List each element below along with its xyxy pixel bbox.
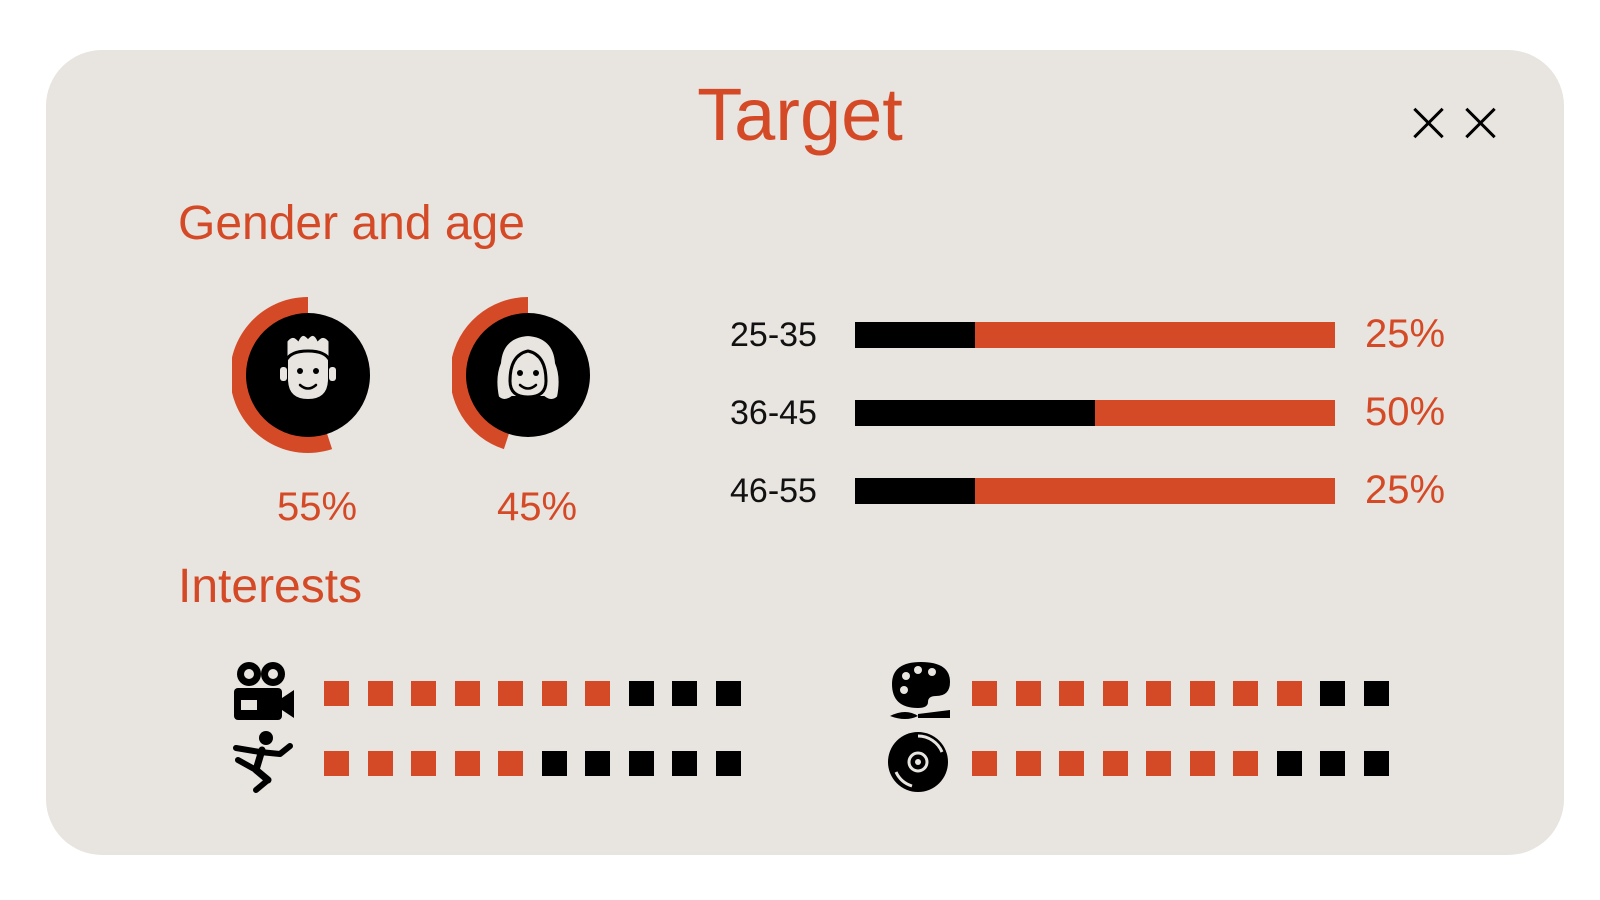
score-square-filled xyxy=(972,681,997,706)
age-bar xyxy=(855,322,1335,348)
female-share-arc xyxy=(452,297,528,450)
score-square-empty xyxy=(628,751,654,776)
score-square-filled xyxy=(411,681,436,706)
age-percent: 25% xyxy=(1365,468,1446,512)
age-label: 46-55 xyxy=(730,472,817,510)
age-row: 46-55 25% xyxy=(730,470,1490,510)
score-square-empty xyxy=(672,751,697,776)
gender-male: 55% xyxy=(232,297,382,537)
score-square-filled xyxy=(972,751,997,776)
interests-heading: Interests xyxy=(178,560,363,613)
female-percent: 45% xyxy=(496,485,578,529)
score-square-empty xyxy=(1320,751,1345,776)
score-square-filled xyxy=(1189,751,1215,776)
female-ring xyxy=(452,297,590,450)
male-face-icon xyxy=(280,332,336,402)
score-square-filled xyxy=(585,681,610,706)
score-square-filled xyxy=(1189,681,1215,706)
male-ring xyxy=(232,297,370,453)
score-square-filled xyxy=(1146,681,1171,706)
age-row: 36-45 50% xyxy=(730,392,1490,432)
age-bar xyxy=(855,478,1335,504)
male-percent: 55% xyxy=(276,485,358,529)
score-square-filled xyxy=(1102,751,1128,776)
age-percent: 50% xyxy=(1365,390,1446,434)
martial-arts-icon xyxy=(233,731,293,793)
age-label: 36-45 xyxy=(730,394,817,432)
score-square-filled xyxy=(498,681,523,706)
age-label: 25-35 xyxy=(730,316,817,354)
score-square-filled xyxy=(1146,751,1171,776)
score-square-empty xyxy=(541,751,567,776)
score-square-filled xyxy=(1233,751,1258,776)
score-square-filled xyxy=(367,751,393,776)
age-percent: 25% xyxy=(1365,312,1446,356)
gender-age-heading: Gender and age xyxy=(178,197,525,250)
age-bar-fill xyxy=(855,478,975,504)
score-square-empty xyxy=(715,751,741,776)
score-square-filled xyxy=(367,681,393,706)
score-square-filled xyxy=(1276,681,1302,706)
score-square-filled xyxy=(324,751,349,776)
female-face-icon xyxy=(495,333,561,401)
score-square-filled xyxy=(541,681,567,706)
close-icon[interactable] xyxy=(1462,105,1498,141)
score-square-filled xyxy=(1059,751,1084,776)
score-square-filled xyxy=(1059,681,1084,706)
score-square-empty xyxy=(1276,751,1302,776)
age-bar-fill xyxy=(855,400,1095,426)
score-square-filled xyxy=(1015,681,1041,706)
target-card xyxy=(46,50,1564,855)
close-icon[interactable] xyxy=(1410,105,1446,141)
score-square-empty xyxy=(585,751,610,776)
male-share-arc xyxy=(232,297,333,453)
score-square-empty xyxy=(672,681,697,706)
age-bar-fill xyxy=(855,322,975,348)
score-square-filled xyxy=(1233,681,1258,706)
score-square-filled xyxy=(1015,751,1041,776)
movie-camera-icon xyxy=(234,662,294,720)
page-title: Target xyxy=(697,73,903,156)
score-square-filled xyxy=(498,751,523,776)
gender-female: 45% xyxy=(452,297,602,537)
score-square-empty xyxy=(1363,751,1389,776)
score-square-filled xyxy=(411,751,436,776)
score-square-filled xyxy=(454,681,480,706)
score-square-filled xyxy=(1102,681,1128,706)
score-square-filled xyxy=(454,751,480,776)
score-square-filled xyxy=(324,681,349,706)
music-disc-icon xyxy=(888,732,948,792)
score-square-empty xyxy=(715,681,741,706)
palette-icon xyxy=(890,662,950,719)
age-row: 25-35 25% xyxy=(730,314,1490,354)
score-square-empty xyxy=(628,681,654,706)
score-square-empty xyxy=(1320,681,1345,706)
score-square-empty xyxy=(1363,681,1389,706)
age-bar xyxy=(855,400,1335,426)
